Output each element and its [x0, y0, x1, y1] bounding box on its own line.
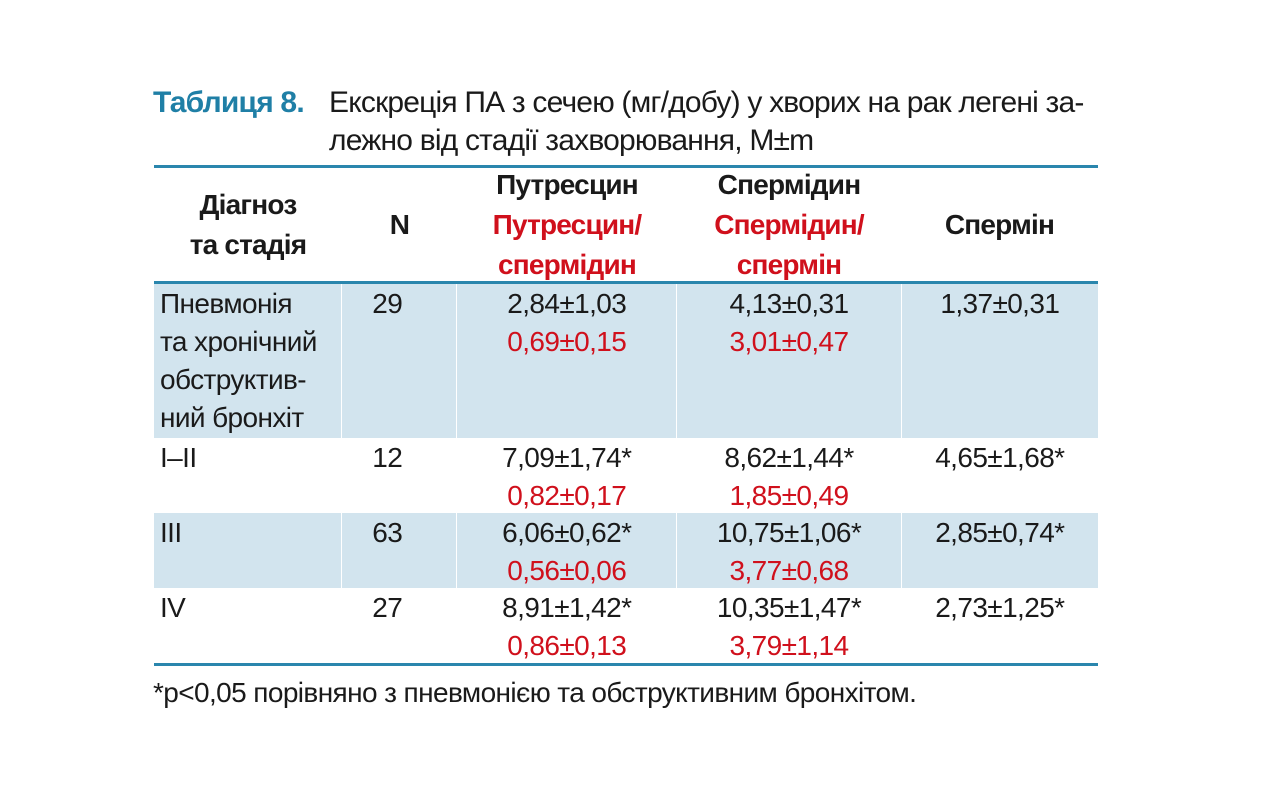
cell-putrescine-value: 6,06±0,62* — [502, 517, 632, 548]
cell-putrescine: 8,91±1,42* 0,86±0,13 — [456, 588, 676, 663]
cell-n: 27 — [341, 588, 456, 663]
table-footnote: *p<0,05 порівняно з пневмонією та обстру… — [153, 677, 917, 708]
cell-n: 63 — [341, 513, 456, 588]
cell-diagnosis: III — [160, 517, 182, 548]
header-diagnosis: Діагноз та стадія — [154, 185, 342, 265]
data-table: Діагноз та стадія N Путресцин Путресцин/… — [154, 165, 1098, 666]
cell-spermidine-value: 8,62±1,44* — [724, 442, 854, 473]
table-row: IV 27 8,91±1,42* 0,86±0,13 10,35±1,47* 3… — [154, 588, 1098, 663]
table-row: I–II 12 7,09±1,74* 0,82±0,17 8,62±1,44* … — [154, 438, 1098, 513]
cell-putrescine-ratio: 0,82±0,17 — [507, 480, 627, 511]
cell-spermidine-ratio: 3,79±1,14 — [729, 630, 850, 661]
cell-spermine: 4,65±1,68* — [900, 438, 1098, 513]
header-spermidine-label: Спермідин — [717, 168, 861, 200]
cell-spermidine-ratio: 3,77±0,68 — [729, 555, 850, 586]
table-row: III 63 6,06±0,62* 0,56±0,06 10,75±1,06* … — [154, 513, 1098, 588]
header-putrescine: Путресцин Путресцин/ спермідин — [457, 165, 677, 285]
cell-putrescine-ratio: 0,86±0,13 — [507, 630, 627, 661]
cell-spermidine-value: 10,35±1,47* — [716, 592, 862, 623]
cell-n: 29 — [341, 284, 456, 438]
header-spermidine-ratio-label: Спермідин/ спермін — [714, 208, 864, 280]
cell-putrescine-value: 8,91±1,42* — [502, 592, 632, 623]
cell-n: 12 — [341, 438, 456, 513]
cell-spermidine: 8,62±1,44* 1,85±0,49 — [676, 438, 900, 513]
header-n: N — [342, 205, 457, 245]
cell-diagnosis: Пневмонія та хронічний обструктив- ний б… — [160, 288, 317, 433]
cell-putrescine-value: 7,09±1,74* — [502, 442, 632, 473]
cell-putrescine-value: 2,84±1,03 — [507, 288, 627, 319]
cell-spermidine-value: 4,13±0,31 — [729, 288, 850, 319]
cell-spermidine-ratio: 3,01±0,47 — [729, 326, 850, 357]
header-putrescine-ratio-label: Путресцин/ спермідин — [492, 208, 643, 280]
cell-spermidine: 10,35±1,47* 3,79±1,14 — [676, 588, 900, 663]
table-row: Пневмонія та хронічний обструктив- ний б… — [154, 284, 1098, 438]
cell-spermidine: 10,75±1,06* 3,77±0,68 — [676, 513, 900, 588]
cell-diagnosis: IV — [160, 592, 186, 623]
cell-putrescine: 2,84±1,03 0,69±0,15 — [456, 284, 676, 438]
header-spermine-label: Спермін — [944, 208, 1055, 240]
cell-putrescine-ratio: 0,69±0,15 — [507, 326, 627, 357]
cell-putrescine-ratio: 0,56±0,06 — [507, 555, 627, 586]
cell-diagnosis: I–II — [160, 442, 197, 473]
header-spermidine: Спермідин Спермідин/ спермін — [677, 165, 901, 285]
cell-spermine: 1,37±0,31 — [900, 284, 1098, 438]
header-spermine: Спермін — [901, 205, 1098, 245]
cell-spermidine-ratio: 1,85±0,49 — [729, 480, 850, 511]
header-n-label: N — [389, 208, 410, 240]
header-putrescine-label: Путресцин — [496, 168, 639, 200]
caption-text: Екскреція ПА з сечею (мг/добу) у хворих … — [329, 86, 1084, 157]
cell-putrescine: 7,09±1,74* 0,82±0,17 — [456, 438, 676, 513]
cell-putrescine: 6,06±0,62* 0,56±0,06 — [456, 513, 676, 588]
cell-spermine: 2,85±0,74* — [900, 513, 1098, 588]
cell-spermidine: 4,13±0,31 3,01±0,47 — [676, 284, 900, 438]
cell-spermidine-value: 10,75±1,06* — [716, 517, 862, 548]
table-header: Діагноз та стадія N Путресцин Путресцин/… — [154, 168, 1098, 284]
header-diagnosis-label: Діагноз та стадія — [189, 188, 307, 260]
caption-label: Таблиця 8. — [153, 86, 305, 119]
cell-spermine: 2,73±1,25* — [900, 588, 1098, 663]
